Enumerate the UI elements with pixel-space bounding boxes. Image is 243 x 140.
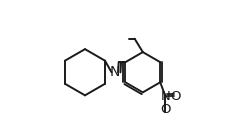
Text: N: N bbox=[161, 90, 170, 103]
Text: O: O bbox=[170, 90, 180, 103]
Text: O: O bbox=[160, 103, 171, 116]
Text: N: N bbox=[110, 65, 120, 79]
